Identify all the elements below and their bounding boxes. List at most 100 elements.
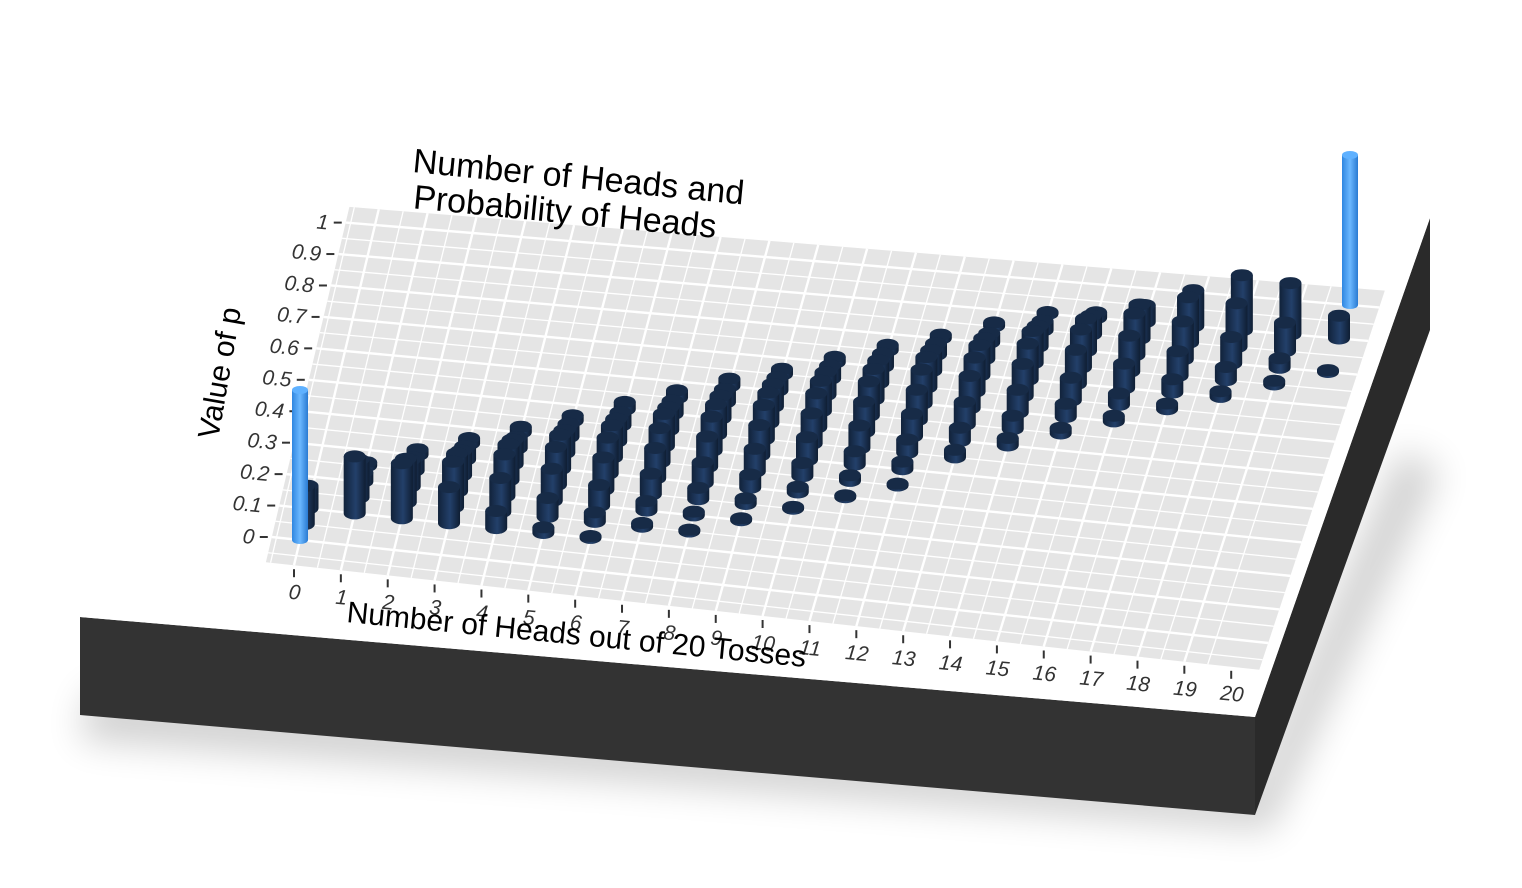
bar <box>390 457 413 525</box>
gridline-vertical <box>691 242 795 609</box>
bar-cap <box>1161 373 1184 386</box>
x-tick-label: 9 <box>709 626 723 650</box>
bar <box>438 481 461 530</box>
bar <box>1161 373 1184 399</box>
bar <box>834 489 857 504</box>
bar-cap <box>1006 383 1029 396</box>
bar-cap <box>648 422 671 435</box>
bar-cap <box>489 471 512 484</box>
bar-cap <box>891 455 914 468</box>
plot-panel-background <box>265 206 1385 670</box>
bar <box>886 477 909 492</box>
bar-cap <box>848 419 871 432</box>
bar-cap <box>1317 364 1339 377</box>
x-tick-label: 8 <box>663 621 677 645</box>
bar-cap <box>838 469 861 482</box>
bar-cap <box>748 419 771 431</box>
bar <box>1274 316 1297 358</box>
bar-cap <box>743 442 766 455</box>
bar-cap <box>438 481 461 494</box>
gridline-vertical <box>1160 282 1283 660</box>
bar-cap <box>730 512 753 525</box>
bar-body <box>1113 363 1136 395</box>
bar-body <box>1274 322 1297 358</box>
bar-cap <box>915 351 938 364</box>
bar <box>1001 409 1024 436</box>
bar-cap <box>791 456 814 469</box>
x-tick-label: 4 <box>475 601 489 625</box>
bar <box>996 431 1019 452</box>
bar-cap <box>613 395 636 408</box>
x-tick-label: 14 <box>938 651 963 676</box>
x-tick-label: 5 <box>522 606 536 630</box>
bar <box>1107 387 1130 411</box>
bar-cap <box>896 433 919 446</box>
x-tick-label: 13 <box>891 646 917 671</box>
gridline-vertical <box>1019 270 1137 645</box>
bar-cap <box>983 316 1006 329</box>
bar <box>1214 360 1237 387</box>
bar-cap <box>786 480 809 493</box>
gridline-vertical <box>832 254 942 624</box>
bar-cap <box>734 492 757 505</box>
bar <box>891 455 914 476</box>
bar <box>943 443 966 464</box>
bar-cap <box>588 478 611 491</box>
bar-cap <box>631 516 654 529</box>
bar-cap <box>343 450 366 463</box>
bar-cap <box>1209 385 1232 398</box>
gridline-vertical <box>457 222 551 584</box>
bar <box>1263 374 1286 391</box>
bar <box>896 433 919 459</box>
bar-cap <box>583 506 606 519</box>
bar-cap <box>1263 374 1286 387</box>
gridline-vertical <box>363 215 453 573</box>
bar <box>1102 409 1125 428</box>
bar <box>588 478 611 512</box>
bar-cap <box>1021 324 1044 337</box>
bar-cap <box>1279 277 1302 290</box>
bar-cap <box>1177 291 1200 304</box>
y-tick-label: 0.9 <box>291 240 323 266</box>
gridline-vertical <box>504 226 600 589</box>
bar <box>631 516 654 533</box>
bar-cap <box>292 386 308 394</box>
gridline-vertical <box>269 207 355 563</box>
bar-cap <box>532 521 555 534</box>
bar-cap <box>592 451 615 464</box>
bar-cap <box>678 523 701 536</box>
gridline-horizontal <box>271 535 1269 645</box>
bar-body <box>485 511 508 535</box>
bar <box>1268 352 1291 374</box>
bar-cap <box>1328 309 1350 322</box>
bar-cap <box>1156 397 1179 410</box>
bar-cap <box>943 443 966 456</box>
bar-cap <box>1123 307 1146 320</box>
bar <box>838 469 861 487</box>
gridline-horizontal <box>268 552 1263 661</box>
bar-body <box>438 487 461 530</box>
bar <box>485 505 508 535</box>
bar-body <box>588 484 611 512</box>
bar-cap <box>1059 371 1082 384</box>
x-tick-label: 12 <box>844 641 870 666</box>
bar-cap <box>1069 323 1092 336</box>
bar-cap <box>958 369 981 382</box>
bar <box>635 495 658 517</box>
x-tick-label: 2 <box>380 591 395 615</box>
bar-body <box>639 473 662 501</box>
y-tick-label: 0.4 <box>254 397 285 423</box>
bar <box>734 492 757 510</box>
bar-cap <box>862 363 885 375</box>
bar-cap <box>705 398 728 411</box>
gridline-vertical <box>410 218 502 579</box>
x-tick-label: 7 <box>616 616 631 640</box>
gridline-vertical <box>925 262 1039 634</box>
bar-cap <box>905 383 928 396</box>
bar-cap <box>1107 387 1130 400</box>
bar-body <box>1342 155 1358 309</box>
bar-cap <box>549 428 572 441</box>
highlight-bar <box>292 386 308 544</box>
gridline-vertical <box>316 211 404 568</box>
